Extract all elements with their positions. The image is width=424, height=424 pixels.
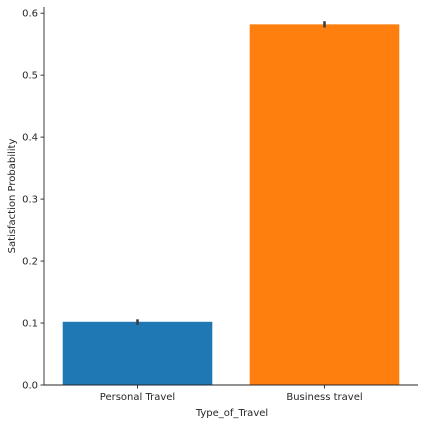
y-tick-label-4: 0.4 xyxy=(22,133,38,144)
error-bars-group xyxy=(136,21,326,325)
bar-1 xyxy=(249,24,400,385)
y-tick-label-1: 0.1 xyxy=(22,319,38,330)
y-tick-label-2: 0.2 xyxy=(22,257,38,268)
x-tick-label-1: Business travel xyxy=(286,392,362,403)
y-tick-label-6: 0.6 xyxy=(22,9,38,20)
x-tick-label-0: Personal Travel xyxy=(100,392,175,403)
x-axis-label: Type_of_Travel xyxy=(195,408,268,419)
y-tick-label-5: 0.5 xyxy=(22,71,38,82)
y-axis-label: Satisfaction Probability xyxy=(7,139,18,254)
x-axis: Personal Travel Business travel xyxy=(44,384,418,403)
y-tick-label-0: 0.0 xyxy=(22,381,38,392)
y-axis: 0.0 0.1 0.2 0.3 0.4 0.5 0.6 xyxy=(22,7,45,392)
bar-0 xyxy=(62,321,213,385)
y-tick-label-3: 0.3 xyxy=(22,195,38,206)
bars-group xyxy=(62,24,400,385)
